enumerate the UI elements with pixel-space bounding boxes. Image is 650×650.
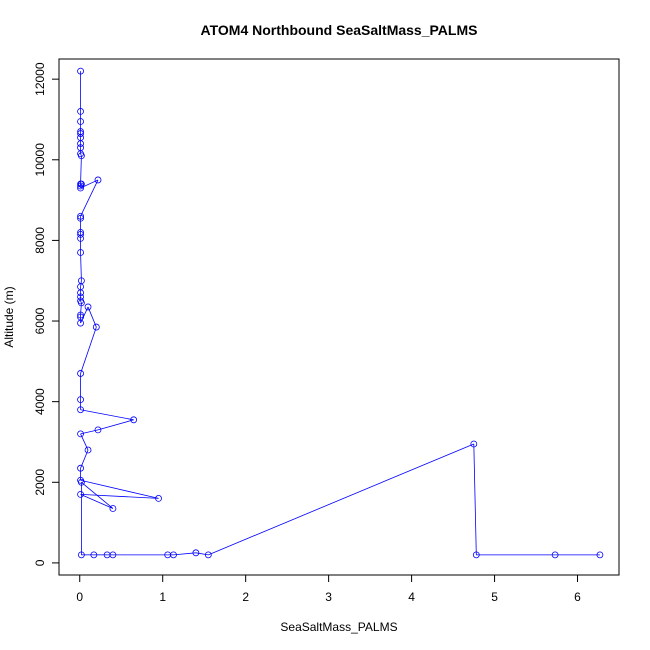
data-point [77, 214, 84, 222]
data-point [109, 505, 117, 512]
data-point [78, 551, 85, 559]
data-point [155, 495, 162, 502]
chart-title: ATOM4 Northbound SeaSaltMass_PALMS [201, 22, 478, 38]
data-point [78, 180, 85, 188]
x-axis: 0 1 2 3 4 5 6 [76, 574, 581, 604]
data-point [77, 430, 84, 438]
x-tick-label: 5 [491, 590, 498, 604]
data-point [77, 370, 84, 377]
series-line-segment [80, 252, 82, 281]
series-line-segment [80, 300, 82, 304]
data-point [84, 303, 92, 311]
data-point [77, 396, 84, 404]
series-line-segment [195, 552, 209, 556]
data-point [77, 234, 84, 242]
data-point [90, 551, 98, 559]
data-point [472, 551, 480, 559]
y-axis: 0 2000 4000 6000 8000 10000 12000 [33, 62, 60, 566]
data-point [77, 212, 84, 220]
y-tick-label: 6000 [33, 307, 47, 334]
plot-area [77, 67, 604, 559]
y-tick-label: 2000 [33, 469, 47, 496]
data-point [77, 130, 84, 137]
x-tick-label: 4 [408, 590, 415, 604]
data-point [77, 249, 84, 256]
data-point [77, 490, 84, 498]
data-point [94, 426, 102, 434]
data-point [77, 289, 84, 297]
data-point [596, 551, 604, 559]
data-point [94, 176, 102, 184]
series-line-segment [80, 153, 82, 156]
series-line-segment [80, 302, 82, 316]
x-tick-label: 1 [159, 590, 166, 604]
series-line-segment [80, 479, 159, 499]
series-line-segment [173, 552, 196, 556]
data-point [77, 230, 84, 238]
series-line-segment [473, 443, 477, 555]
series-line-segment [80, 494, 114, 509]
y-axis-label: Altitude (m) [2, 286, 16, 347]
data-point [77, 108, 84, 115]
data-point [77, 406, 84, 414]
data-point [551, 551, 559, 559]
data-point [84, 446, 92, 454]
series-line-segment [80, 179, 99, 217]
data-point [77, 118, 84, 125]
data-point [470, 440, 478, 448]
series-line-segment [80, 155, 82, 184]
data-point [77, 67, 84, 75]
data-point [92, 323, 100, 331]
y-tick-label: 8000 [33, 227, 47, 254]
data-point [77, 184, 84, 192]
series-line-segment [80, 326, 97, 374]
data-point [77, 140, 84, 148]
data-point [77, 319, 84, 327]
series-line-segment [97, 419, 134, 431]
data-point [78, 478, 85, 486]
x-tick-label: 6 [574, 590, 581, 604]
series-line-segment [208, 443, 474, 556]
y-tick-label: 4000 [33, 388, 47, 415]
data-point [78, 152, 85, 160]
x-tick-label: 0 [76, 590, 83, 604]
y-tick-label: 0 [33, 559, 47, 566]
x-tick-label: 2 [242, 590, 249, 604]
series-line-segment [87, 306, 97, 328]
series-line-segment [80, 409, 134, 421]
data-point [78, 299, 85, 307]
y-tick-label: 10000 [33, 143, 47, 177]
data-point [109, 551, 117, 559]
series-line-segment [81, 481, 114, 509]
series-line-segment [80, 493, 159, 499]
data-point [170, 551, 177, 559]
x-axis-label: SeaSaltMass_PALMS [280, 620, 397, 634]
x-tick-label: 3 [325, 590, 332, 604]
data-point [130, 416, 138, 424]
data-point [192, 549, 200, 557]
data-point [77, 311, 84, 319]
y-tick-label: 12000 [33, 62, 47, 96]
data-point [77, 464, 84, 472]
data-point [204, 551, 212, 559]
